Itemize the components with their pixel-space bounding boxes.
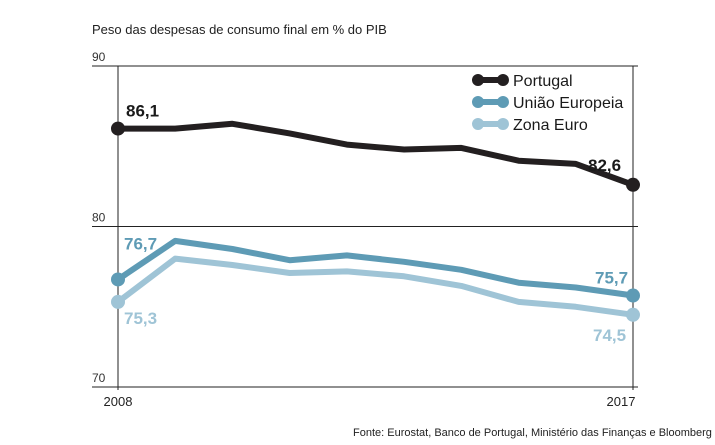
data-label-uni-o-europeia-last: 75,7 [595,269,628,288]
point-zona-euro-first [111,294,125,309]
source-note: Fonte: Eurostat, Banco de Portugal, Mini… [353,427,712,439]
legend-swatch-dot [472,74,484,86]
data-label-zona-euro-last: 74,5 [593,326,626,345]
series-line-zona-euro [115,255,636,318]
data-label-uni-o-europeia-first: 76,7 [124,234,157,253]
legend-swatch-dot [472,96,484,108]
chart-title: Peso das despesas de consumo final em % … [92,22,387,37]
legend-label: Zona Euro [513,117,588,134]
legend-label: Portugal [513,73,573,90]
legend-item-zona-euro: Zona Euro [472,117,588,134]
y-tick-label: 90 [92,50,106,64]
legend-label: União Europeia [513,95,623,112]
grid [92,65,638,388]
legend-item-uni-o-europeia: União Europeia [472,95,623,112]
series-line-uni-o-europeia [115,237,636,299]
x-tick-label-first: 2008 [104,394,133,409]
data-label-portugal-first: 86,1 [126,102,159,121]
data-labels: 86,1 82,6 76,7 75,7 75,3 74,5 [124,102,628,345]
x-tick-label-last: 2017 [607,394,636,409]
point-uni-o-europeia-last [626,288,640,303]
legend-item-portugal: Portugal [472,73,573,90]
point-zona-euro-last [626,307,640,322]
y-tick-label: 70 [92,371,106,385]
data-label-portugal-last: 82,6 [588,156,621,175]
point-uni-o-europeia-first [111,272,125,287]
legend-swatch-dot [497,96,509,108]
legend-swatch-dot [497,74,509,86]
data-label-zona-euro-first: 75,3 [124,309,157,328]
series-line-portugal [115,120,636,188]
legend-swatch-dot [497,118,509,130]
legend-swatch-dot [472,118,484,130]
series [111,120,640,322]
axes: 90 80 70 2008 2017 [92,50,635,409]
y-tick-label: 80 [92,211,106,225]
legend: Portugal União Europeia Zona Euro [472,73,623,134]
point-portugal-first [111,121,125,136]
point-portugal-last [626,177,640,192]
